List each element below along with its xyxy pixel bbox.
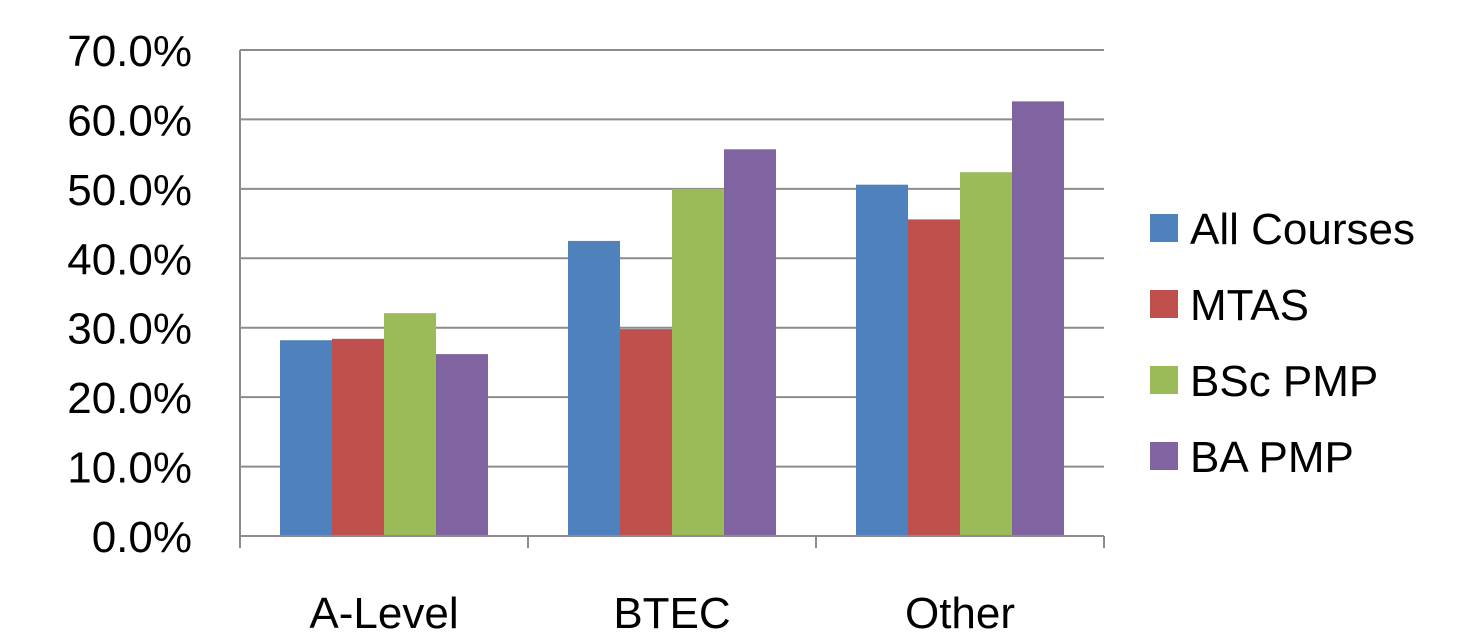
legend-label: BSc PMP bbox=[1190, 357, 1378, 406]
legend-label: BA PMP bbox=[1190, 433, 1354, 482]
bar-mtas-other bbox=[908, 219, 960, 537]
y-tick-label: 70.0% bbox=[67, 27, 192, 76]
y-tick-label: 10.0% bbox=[67, 444, 192, 493]
bar-all-courses-other bbox=[856, 184, 908, 537]
bar-bsc-pmp-btec bbox=[672, 188, 724, 536]
legend-swatch bbox=[1150, 442, 1178, 470]
x-tick-label: BTEC bbox=[613, 589, 730, 638]
y-tick-label: 20.0% bbox=[67, 374, 192, 423]
legend: All Courses MTAS BSc PMP BA PMP bbox=[1150, 205, 1415, 482]
x-tick-label: Other bbox=[905, 589, 1015, 638]
bar-bsc-pmp-other bbox=[960, 172, 1012, 537]
y-tick-label: 40.0% bbox=[67, 235, 192, 284]
legend-swatch bbox=[1150, 290, 1178, 318]
legend-label: All Courses bbox=[1190, 205, 1415, 254]
x-tick-label: A-Level bbox=[309, 589, 458, 638]
y-axis-tick-labels: 0.0% 10.0% 20.0% 30.0% 40.0% 50.0% 60.0% 70.0% bbox=[67, 27, 192, 562]
x-axis-tick-labels: A-Level BTEC Other bbox=[309, 589, 1015, 638]
y-tick-label: 50.0% bbox=[67, 166, 192, 215]
legend-label: MTAS bbox=[1190, 281, 1309, 330]
bar-mtas-a-level bbox=[332, 338, 384, 536]
legend-swatch bbox=[1150, 214, 1178, 242]
y-tick-label: 30.0% bbox=[67, 305, 192, 354]
bar-ba-pmp-a-level bbox=[436, 354, 488, 536]
bar-all-courses-a-level bbox=[280, 340, 332, 536]
bar-ba-pmp-other bbox=[1012, 101, 1064, 537]
bar-bsc-pmp-a-level bbox=[384, 313, 436, 536]
bar-ba-pmp-btec bbox=[724, 149, 776, 537]
bar-all-courses-btec bbox=[568, 240, 620, 536]
bar-mtas-btec bbox=[620, 329, 672, 536]
y-tick-label: 0.0% bbox=[92, 513, 192, 562]
bars bbox=[280, 101, 1064, 537]
legend-swatch bbox=[1150, 366, 1178, 394]
axes bbox=[239, 50, 1105, 548]
y-tick-label: 60.0% bbox=[67, 96, 192, 145]
